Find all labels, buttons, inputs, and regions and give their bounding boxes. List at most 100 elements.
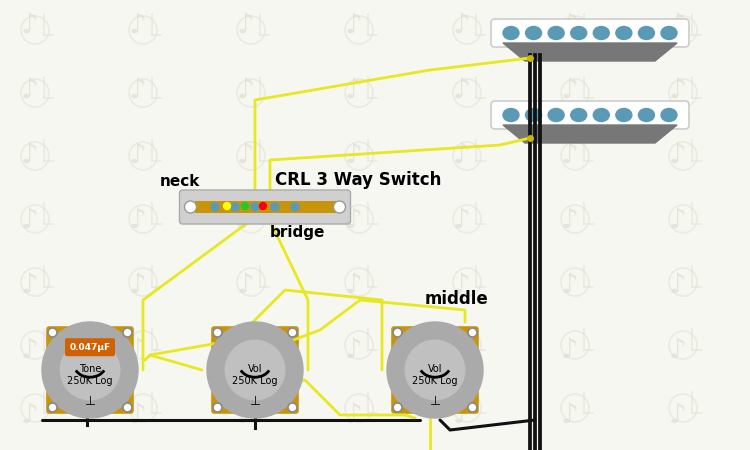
Ellipse shape [184, 201, 196, 213]
Polygon shape [503, 125, 677, 143]
Ellipse shape [526, 108, 542, 122]
Circle shape [213, 403, 222, 412]
Text: ♪: ♪ [237, 141, 255, 169]
Circle shape [468, 403, 477, 412]
Ellipse shape [571, 27, 586, 40]
Text: ♪: ♪ [21, 141, 39, 169]
Text: ♪: ♪ [345, 401, 363, 429]
FancyBboxPatch shape [491, 101, 689, 129]
Text: ♪: ♪ [129, 206, 147, 234]
Circle shape [387, 322, 483, 418]
FancyBboxPatch shape [491, 19, 689, 47]
Text: ♪: ♪ [21, 336, 39, 364]
FancyBboxPatch shape [65, 338, 115, 356]
Polygon shape [503, 43, 677, 61]
Circle shape [393, 328, 402, 337]
Ellipse shape [661, 108, 677, 122]
Text: ♪: ♪ [345, 271, 363, 299]
Ellipse shape [661, 27, 677, 40]
Text: 0.047μF: 0.047μF [70, 343, 110, 352]
Circle shape [405, 340, 465, 400]
Ellipse shape [503, 27, 519, 40]
Ellipse shape [571, 108, 586, 122]
Text: ♪: ♪ [561, 11, 579, 39]
FancyBboxPatch shape [392, 326, 478, 414]
Text: ♪: ♪ [21, 76, 39, 104]
Text: ♪: ♪ [237, 76, 255, 104]
Text: ♪: ♪ [669, 401, 687, 429]
Text: ♪: ♪ [237, 336, 255, 364]
Circle shape [393, 403, 402, 412]
Ellipse shape [548, 108, 564, 122]
Text: ♪: ♪ [345, 76, 363, 104]
FancyBboxPatch shape [46, 326, 134, 414]
Ellipse shape [211, 203, 219, 211]
Text: ♪: ♪ [453, 141, 471, 169]
Text: ♪: ♪ [129, 401, 147, 429]
FancyBboxPatch shape [179, 190, 350, 224]
Ellipse shape [224, 202, 230, 210]
Text: ♪: ♪ [129, 141, 147, 169]
Text: ♪: ♪ [237, 401, 255, 429]
FancyBboxPatch shape [211, 326, 298, 414]
Text: ♪: ♪ [453, 76, 471, 104]
Text: Vol
250K Log: Vol 250K Log [413, 364, 458, 386]
Text: ♪: ♪ [237, 11, 255, 39]
Circle shape [123, 403, 132, 412]
Text: ♪: ♪ [561, 76, 579, 104]
Circle shape [288, 403, 297, 412]
Circle shape [123, 328, 132, 337]
Circle shape [213, 328, 222, 337]
Circle shape [48, 403, 57, 412]
Text: ♪: ♪ [237, 271, 255, 299]
Ellipse shape [616, 27, 632, 40]
Ellipse shape [593, 108, 609, 122]
Circle shape [288, 328, 297, 337]
Text: Vol
250K Log: Vol 250K Log [232, 364, 278, 386]
Text: ♪: ♪ [21, 11, 39, 39]
Text: ♪: ♪ [561, 141, 579, 169]
Ellipse shape [251, 203, 259, 211]
Text: Tone
250K Log: Tone 250K Log [68, 364, 112, 386]
Text: ♪: ♪ [21, 401, 39, 429]
Text: middle: middle [425, 290, 489, 308]
Text: ♪: ♪ [237, 206, 255, 234]
Ellipse shape [526, 27, 542, 40]
Text: ♪: ♪ [561, 271, 579, 299]
Text: ♪: ♪ [129, 11, 147, 39]
Circle shape [60, 340, 120, 400]
Text: ♪: ♪ [669, 206, 687, 234]
Circle shape [468, 328, 477, 337]
Ellipse shape [260, 202, 266, 210]
Text: ♪: ♪ [129, 76, 147, 104]
Text: ♪: ♪ [453, 401, 471, 429]
Text: neck: neck [159, 174, 200, 189]
Ellipse shape [334, 201, 346, 213]
Text: ♪: ♪ [453, 11, 471, 39]
Ellipse shape [291, 203, 299, 211]
Circle shape [207, 322, 303, 418]
Text: bridge: bridge [270, 225, 326, 240]
Text: ♪: ♪ [561, 401, 579, 429]
Text: ⊥: ⊥ [85, 395, 95, 408]
Ellipse shape [616, 108, 632, 122]
Text: ♪: ♪ [669, 271, 687, 299]
Ellipse shape [231, 203, 239, 211]
Text: ♪: ♪ [669, 141, 687, 169]
Text: ♪: ♪ [669, 336, 687, 364]
Text: ♪: ♪ [345, 141, 363, 169]
Ellipse shape [638, 27, 655, 40]
Text: ♪: ♪ [453, 271, 471, 299]
Ellipse shape [593, 27, 609, 40]
Text: ⊥: ⊥ [430, 395, 440, 408]
Ellipse shape [242, 202, 248, 210]
Ellipse shape [638, 108, 655, 122]
Text: ♪: ♪ [669, 76, 687, 104]
Text: ♪: ♪ [561, 336, 579, 364]
Text: CRL 3 Way Switch: CRL 3 Way Switch [275, 171, 441, 189]
Text: ♪: ♪ [21, 206, 39, 234]
Ellipse shape [548, 27, 564, 40]
Text: ♪: ♪ [561, 206, 579, 234]
Text: ⊥: ⊥ [250, 395, 260, 408]
Text: ♪: ♪ [345, 206, 363, 234]
